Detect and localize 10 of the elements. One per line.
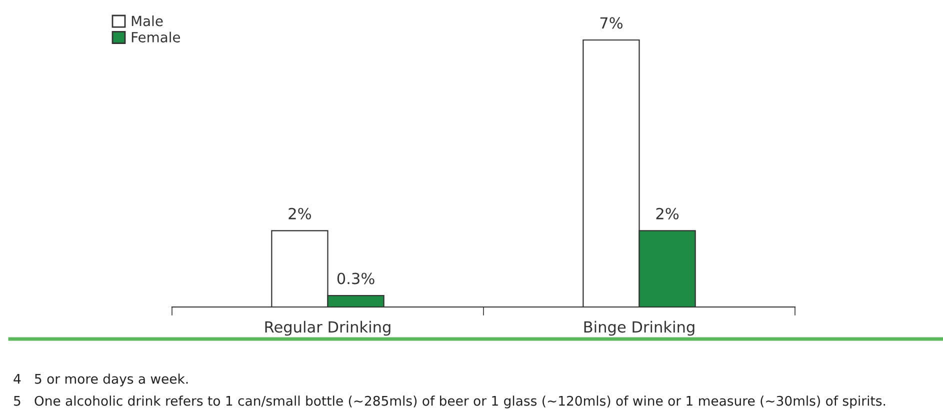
- text: 5 One alcoholic drink refers to 1 can/small bottle (~285mls) of beer or 1 glass (~120mls) of wine or 1 measure (~30mls) of spirits.: [14, 396, 886, 408]
- x-tick-label: Regular Drinking: [265, 320, 390, 336]
- data-label: 2%: [288, 208, 311, 220]
- data-label: 0.3%: [337, 272, 374, 284]
- data-label: 7%: [600, 17, 622, 29]
- x-tick-label: Binge Drinking: [584, 320, 694, 336]
- text: 4 5 or more days a week.: [14, 374, 188, 386]
- data-label: 2%: [656, 208, 679, 220]
- legend-label: Male: [132, 16, 163, 26]
- legend-label: Female: [132, 32, 180, 42]
